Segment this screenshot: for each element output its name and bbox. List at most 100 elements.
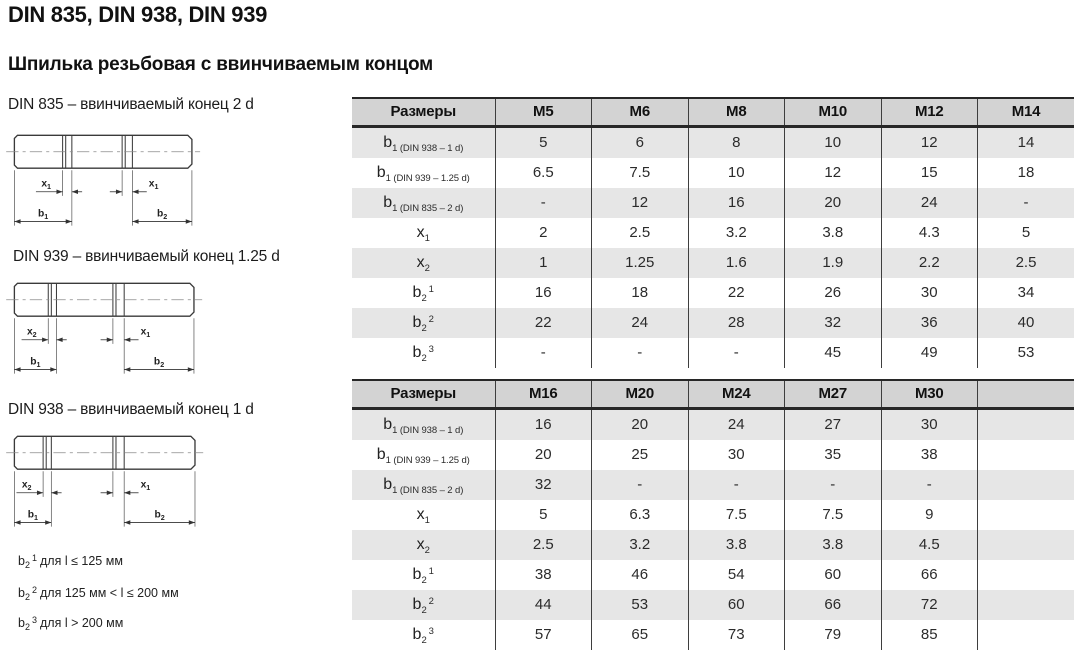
header-cell-size: M20 — [592, 380, 689, 408]
footnote-text: для l ≤ 125 мм — [40, 554, 123, 568]
value-cell: - — [592, 338, 689, 368]
value-cell: 34 — [978, 278, 1074, 308]
row-label: b1 (DIN 938 – 1 d) — [352, 126, 495, 158]
footnote-text: для 125 мм < l ≤ 200 мм — [40, 586, 179, 600]
header-cell-size: M12 — [881, 98, 978, 126]
dim-label-x-right: x1 — [141, 327, 151, 340]
drawing-caption-din939: DIN 939 – ввинчиваемый конец 1.25 d — [13, 248, 280, 266]
stud-body — [6, 436, 203, 469]
value-cell: 44 — [495, 590, 592, 620]
row-label: b1 (DIN 835 – 2 d) — [352, 188, 495, 218]
value-cell: 8 — [688, 126, 785, 158]
footnote-symbol: b — [18, 554, 25, 568]
dim-label-b-left: b1 — [38, 208, 48, 221]
value-cell: 3.8 — [785, 530, 882, 560]
row-label: b1 (DIN 939 – 1.25 d) — [352, 440, 495, 470]
value-cell: 1.25 — [592, 248, 689, 278]
value-cell: 57 — [495, 620, 592, 650]
value-cell: 16 — [688, 188, 785, 218]
value-cell — [978, 470, 1074, 500]
value-cell: 18 — [592, 278, 689, 308]
value-cell: 32 — [785, 308, 882, 338]
value-cell: 4.5 — [881, 530, 978, 560]
value-cell: - — [881, 470, 978, 500]
value-cell: 25 — [592, 440, 689, 470]
header-cell-size: M24 — [688, 380, 785, 408]
value-cell: 20 — [592, 408, 689, 440]
value-cell: 2 — [495, 218, 592, 248]
value-cell: 10 — [688, 158, 785, 188]
value-cell: 7.5 — [688, 500, 785, 530]
value-cell: 32 — [495, 470, 592, 500]
header-cell-size: M30 — [881, 380, 978, 408]
dim-label-b-left: b1 — [28, 509, 38, 522]
value-cell: 24 — [592, 308, 689, 338]
value-cell: 4.3 — [881, 218, 978, 248]
row-label: b1 (DIN 835 – 2 d) — [352, 470, 495, 500]
value-cell: - — [495, 188, 592, 218]
value-cell: 9 — [881, 500, 978, 530]
value-cell: 46 — [592, 560, 689, 590]
header-cell-size: M10 — [785, 98, 882, 126]
header-cell-size: M5 — [495, 98, 592, 126]
table-row: b1 (DIN 835 – 2 d)32---- — [352, 470, 1074, 500]
row-label: x2 — [352, 530, 495, 560]
header-cell-size — [978, 380, 1074, 408]
header-cell-size: M14 — [978, 98, 1074, 126]
row-label: x2 — [352, 248, 495, 278]
dim-label-x-left: x2 — [22, 480, 32, 493]
value-cell: 2.2 — [881, 248, 978, 278]
value-cell: 72 — [881, 590, 978, 620]
footnote-symbol: b — [18, 616, 25, 630]
row-label: b23 — [352, 620, 495, 650]
footnote-sub: 2 — [25, 560, 30, 570]
value-cell: 36 — [881, 308, 978, 338]
value-cell: 45 — [785, 338, 882, 368]
value-cell: 6.3 — [592, 500, 689, 530]
dim-label-b-right: b2 — [157, 208, 167, 221]
footnote-sub: 2 — [25, 622, 30, 632]
value-cell: 1.9 — [785, 248, 882, 278]
value-cell: 30 — [881, 408, 978, 440]
value-cell — [978, 530, 1074, 560]
value-cell: 28 — [688, 308, 785, 338]
value-cell: 3.2 — [592, 530, 689, 560]
value-cell: 38 — [881, 440, 978, 470]
dim-label-b-right: b2 — [154, 509, 164, 522]
value-cell: 20 — [495, 440, 592, 470]
drawing-caption-din835: DIN 835 – ввинчиваемый конец 2 d — [8, 96, 254, 114]
value-cell: 16 — [495, 278, 592, 308]
dim-label-b-left: b1 — [30, 356, 40, 369]
value-cell: - — [688, 338, 785, 368]
value-cell: 12 — [785, 158, 882, 188]
value-cell: 54 — [688, 560, 785, 590]
value-cell: 26 — [785, 278, 882, 308]
value-cell: 3.8 — [688, 530, 785, 560]
value-cell — [978, 590, 1074, 620]
value-cell: 16 — [495, 408, 592, 440]
value-cell: 38 — [495, 560, 592, 590]
value-cell: 5 — [495, 500, 592, 530]
value-cell: 2.5 — [978, 248, 1074, 278]
value-cell: - — [688, 470, 785, 500]
footnote-sub: 2 — [25, 592, 30, 602]
value-cell: - — [495, 338, 592, 368]
dim-label-x-right: x1 — [149, 179, 159, 192]
value-cell: 2.5 — [495, 530, 592, 560]
value-cell: 1.6 — [688, 248, 785, 278]
